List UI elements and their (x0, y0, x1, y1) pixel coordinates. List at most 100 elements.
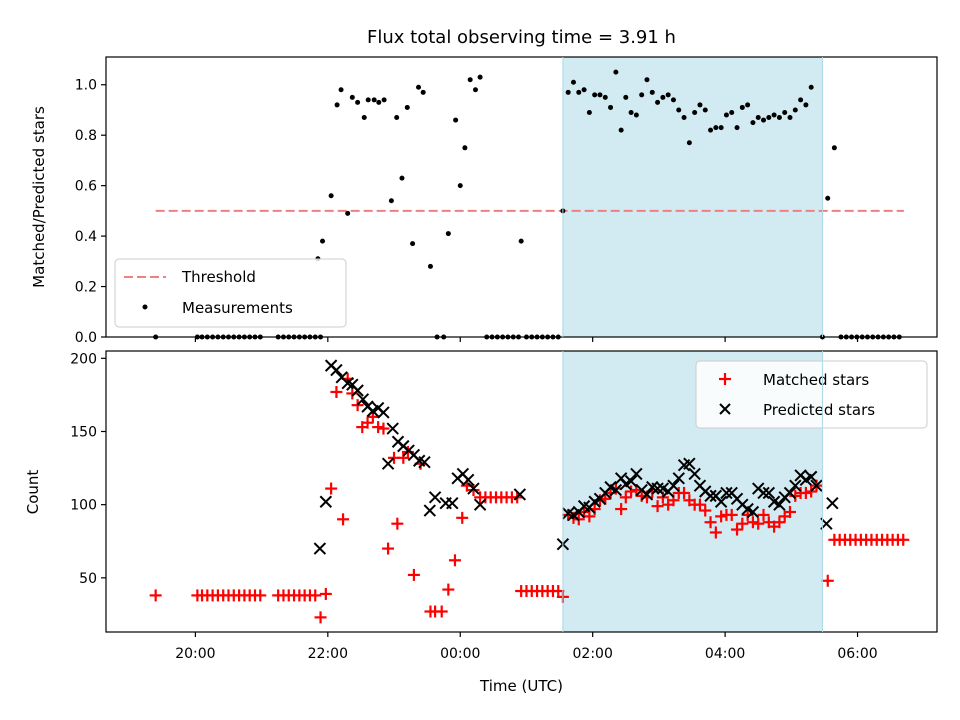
measurement-point (761, 117, 767, 123)
matched-star-point (615, 503, 628, 516)
predicted-star-point (704, 489, 717, 503)
predicted-star-point (720, 486, 733, 500)
measurement-point (592, 92, 598, 98)
matched-star-point (897, 533, 910, 546)
matched-star-point (456, 511, 469, 524)
measurement-point (734, 125, 740, 131)
measurement-point (633, 112, 639, 118)
matched-star-point (704, 516, 717, 529)
predicted-star-point (356, 393, 370, 406)
predicted-star-point (330, 363, 343, 377)
measurement-point (644, 77, 650, 83)
measurement-point (345, 210, 351, 216)
top-y-tick-label: 1.0 (75, 78, 97, 94)
measurement-point (755, 115, 761, 121)
legend-predicted-label: Predicted stars (763, 401, 875, 419)
predicted-star-point (386, 422, 399, 435)
measurement-point (472, 87, 478, 93)
matched-star-point (361, 416, 374, 429)
bottom-y-tick-label: 150 (70, 424, 97, 440)
measurement-point (660, 94, 666, 100)
matched-star-point (619, 491, 632, 504)
legend-matched-swatch (719, 373, 731, 385)
x-tick-label: 02:00 (573, 646, 613, 662)
measurement-point (361, 115, 367, 121)
measurement-point (681, 115, 687, 121)
measurement-point (702, 107, 708, 113)
matched-star-point (757, 508, 770, 521)
predicted-star-point (377, 406, 390, 419)
measurement-point (618, 127, 624, 133)
measurement-point (787, 115, 793, 121)
matched-star-point (741, 508, 754, 521)
measurement-point (565, 89, 571, 95)
matched-star-point (351, 399, 364, 412)
top-legend-box (114, 258, 347, 328)
legend-threshold-label: Threshold (181, 268, 256, 286)
matched-star-point (699, 504, 712, 517)
predicted-star-point (319, 495, 333, 508)
matched-star-point (715, 510, 728, 523)
measurement-points (153, 69, 902, 340)
bottom-y-tick-label: 50 (79, 571, 97, 587)
measurement-point (655, 99, 661, 105)
x-axis-label: Time (UTC) (479, 677, 563, 695)
measurement-point (445, 231, 451, 237)
measurement-point (697, 102, 703, 108)
bottom-legend: Matched stars Predicted stars (695, 360, 928, 429)
measurement-point (708, 127, 714, 133)
measurement-point (388, 198, 394, 204)
predicted-star-point (423, 504, 436, 517)
matched-star-point (391, 517, 404, 530)
bottom-legend-box (695, 360, 928, 429)
measurement-point (729, 109, 735, 115)
bottom-y-axis-label: Count (24, 470, 42, 515)
measurement-point (649, 89, 655, 95)
measurement-point (792, 107, 798, 113)
top-y-ticks: 0.0 0.2 0.4 0.6 0.8 1.0 (75, 78, 106, 346)
bottom-y-ticks: 50 100 150 200 (70, 351, 106, 587)
measurement-point (349, 94, 355, 100)
measurement-point (394, 115, 400, 121)
measurement-point (686, 140, 692, 146)
predicted-star-point (672, 472, 685, 485)
matched-star-point (651, 500, 664, 513)
measurement-point (798, 97, 804, 103)
matched-star-point (254, 589, 267, 602)
x-tick-label: 00:00 (440, 646, 480, 662)
legend-measurement-swatch (142, 304, 148, 310)
measurement-point (467, 77, 473, 83)
measurement-point (639, 92, 645, 98)
measurement-point (750, 120, 756, 126)
measurement-point (745, 102, 751, 108)
matched-star-point (382, 542, 395, 555)
predicted-star-point (667, 479, 680, 492)
predicted-star-point (461, 473, 475, 486)
predicted-star-point (688, 467, 701, 481)
top-panel: 0.0 0.2 0.4 0.6 0.8 1.0 Matched/Predicted sta… (30, 56, 938, 346)
measurement-point (739, 104, 745, 110)
legend-matched-label: Matched stars (763, 371, 869, 389)
measurement-point (718, 125, 724, 131)
measurement-point (328, 193, 334, 199)
predicted-star-point (683, 457, 696, 470)
matched-star-point (799, 486, 812, 499)
legend-predicted-swatch (719, 403, 731, 415)
top-y-tick-label: 0.2 (75, 280, 97, 296)
top-y-tick-label: 0.8 (75, 128, 97, 144)
predicted-star-point (313, 542, 327, 555)
matched-star-point (319, 587, 332, 600)
matched-star-point (805, 485, 818, 498)
measurement-point (628, 109, 634, 115)
legend-measurements-label: Measurements (182, 299, 293, 317)
predicted-star-point (609, 483, 623, 497)
matched-star-point (330, 385, 343, 398)
measurement-point (808, 84, 814, 90)
measurement-point (477, 74, 483, 80)
top-x-ticks (194, 337, 859, 342)
predicted-star-point (746, 505, 760, 519)
x-tick-label: 20:00 (175, 646, 215, 662)
measurement-point (404, 104, 410, 110)
matched-star-point (377, 422, 390, 435)
